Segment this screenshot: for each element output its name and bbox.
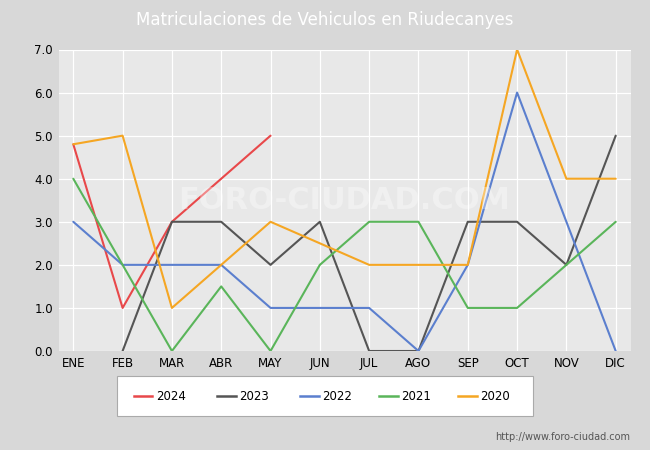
- Text: Matriculaciones de Vehiculos en Riudecanyes: Matriculaciones de Vehiculos en Riudecan…: [136, 11, 514, 29]
- Text: 2021: 2021: [401, 390, 431, 402]
- Text: 2020: 2020: [480, 390, 510, 402]
- Text: 2022: 2022: [322, 390, 352, 402]
- Text: http://www.foro-ciudad.com: http://www.foro-ciudad.com: [495, 432, 630, 442]
- Text: FORO-CIUDAD.COM: FORO-CIUDAD.COM: [179, 186, 510, 215]
- Text: 2023: 2023: [239, 390, 268, 402]
- FancyBboxPatch shape: [117, 376, 533, 416]
- Text: 2024: 2024: [156, 390, 185, 402]
